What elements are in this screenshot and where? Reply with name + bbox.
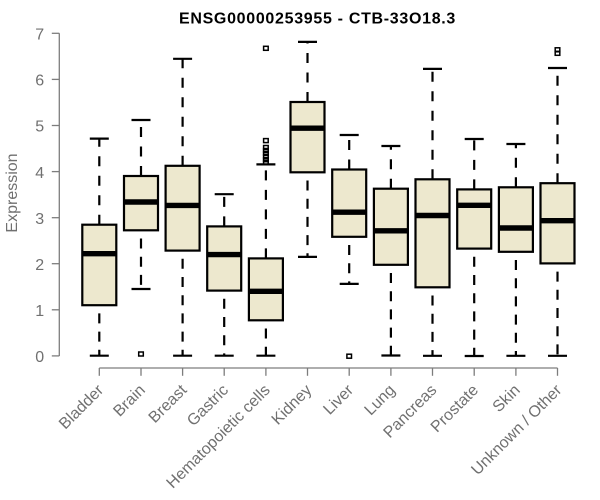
svg-text:ENSG00000253955 - CTB-33O18.3: ENSG00000253955 - CTB-33O18.3 bbox=[179, 11, 456, 28]
svg-text:Expression: Expression bbox=[4, 153, 21, 232]
svg-text:4: 4 bbox=[35, 165, 44, 182]
svg-text:0: 0 bbox=[35, 349, 44, 366]
svg-text:6: 6 bbox=[35, 73, 44, 90]
svg-text:3: 3 bbox=[35, 211, 44, 228]
svg-text:1: 1 bbox=[35, 303, 44, 320]
svg-text:5: 5 bbox=[35, 119, 44, 136]
svg-text:2: 2 bbox=[35, 257, 44, 274]
svg-text:7: 7 bbox=[35, 27, 44, 44]
